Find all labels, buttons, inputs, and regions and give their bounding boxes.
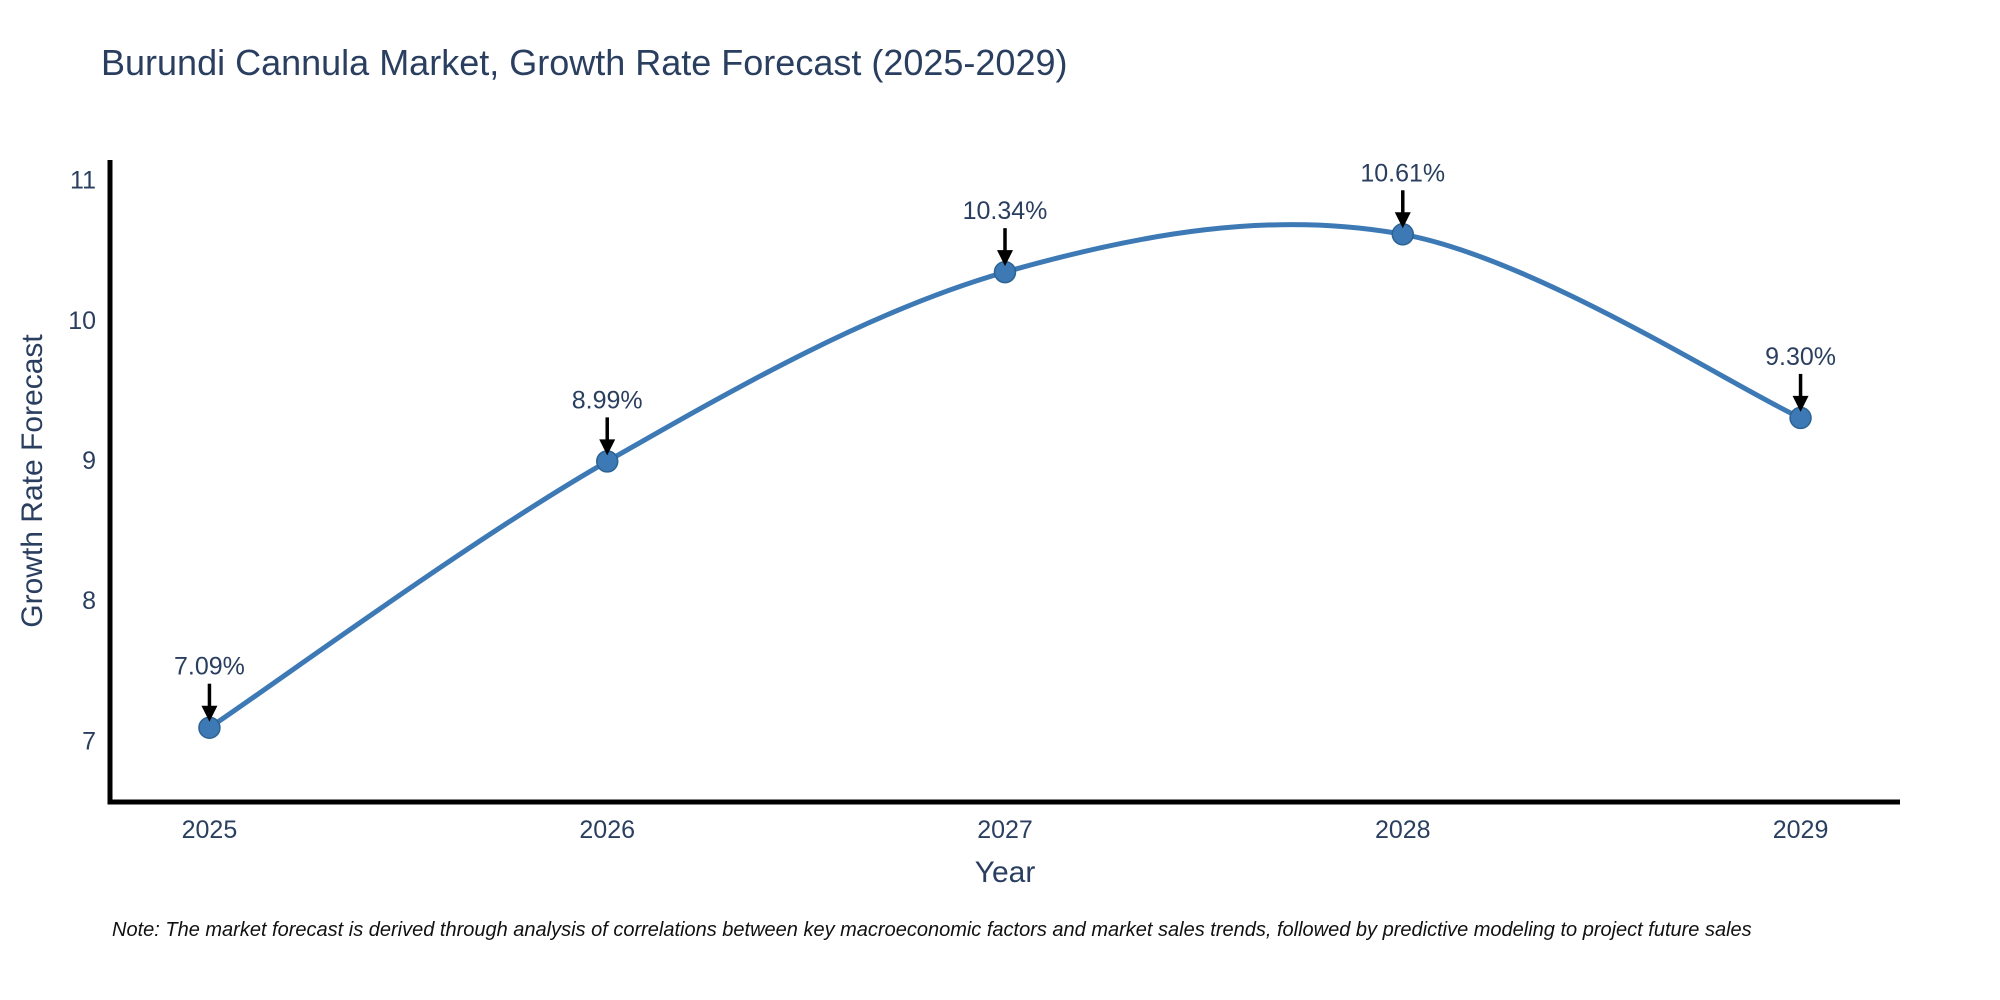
x-tick-label: 2027 — [977, 816, 1033, 844]
data-point-label: 8.99% — [572, 386, 643, 414]
y-tick-label: 10 — [68, 307, 96, 335]
y-tick-label: 8 — [82, 587, 96, 615]
data-point-label: 10.34% — [963, 197, 1048, 225]
x-tick-label: 2028 — [1375, 816, 1431, 844]
forecast-line — [206, 222, 1804, 731]
data-point-label: 9.30% — [1765, 343, 1836, 371]
annotation-arrowhead-icon — [201, 705, 218, 722]
annotation-arrowhead-icon — [599, 439, 616, 456]
annotation-arrowhead-icon — [1792, 395, 1809, 412]
annotation-arrowhead-icon — [1394, 212, 1411, 229]
x-axis-title: Year — [974, 856, 1036, 889]
chart-title: Burundi Cannula Market, Growth Rate Fore… — [101, 42, 1068, 83]
y-tick-label: 9 — [82, 447, 96, 475]
x-tick-label: 2029 — [1773, 816, 1829, 844]
annotation-arrowhead-icon — [997, 250, 1013, 267]
x-tick-label: 2026 — [579, 816, 635, 844]
footnote: Note: The market forecast is derived thr… — [112, 919, 1752, 941]
y-axis-title: Growth Rate Forecast — [16, 334, 49, 628]
x-tick-label: 2025 — [182, 816, 238, 844]
data-point-label: 10.61% — [1360, 159, 1445, 187]
y-tick-label: 7 — [82, 727, 96, 755]
y-tick-label: 11 — [70, 167, 96, 195]
data-point-label: 7.09% — [174, 653, 245, 681]
